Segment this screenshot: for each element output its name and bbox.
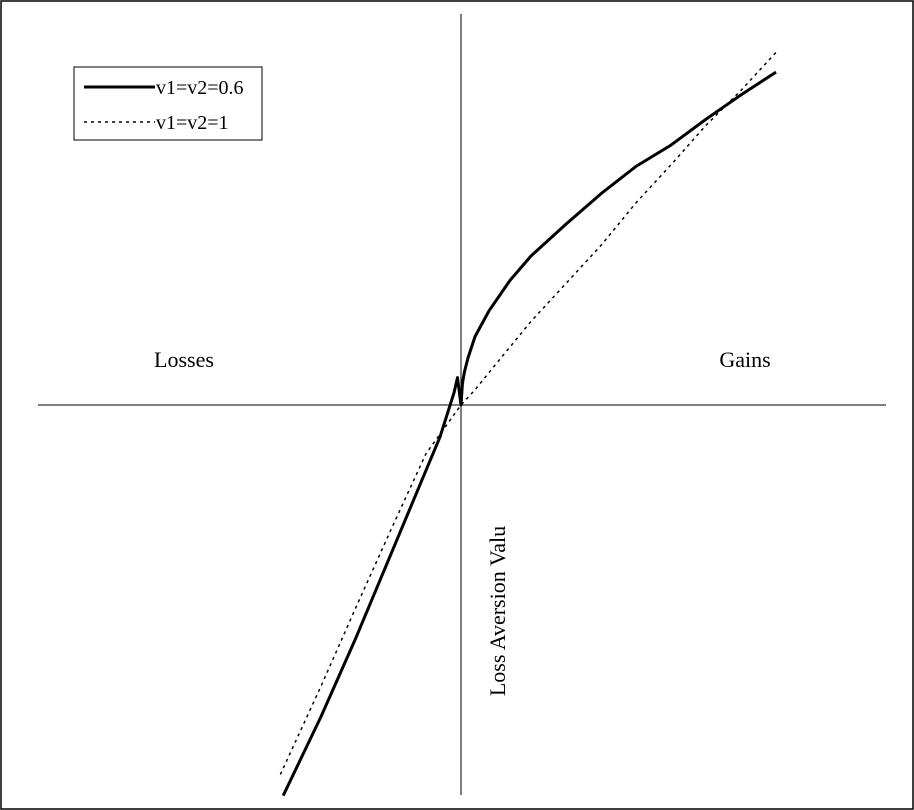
y-axis-label: Loss Aversion Valu [485,526,510,696]
legend: v1=v2=0.6 v1=v2=1 [73,66,263,141]
series-layer [279,51,777,797]
series-line-v06 [281,70,777,797]
legend-label-v06: v1=v2=0.6 [156,77,244,99]
losses-label: Losses [154,347,214,372]
legend-box [73,66,263,141]
gains-label: Gains [719,347,770,372]
series-line-v1 [279,51,777,775]
legend-label-v1: v1=v2=1 [156,112,229,134]
